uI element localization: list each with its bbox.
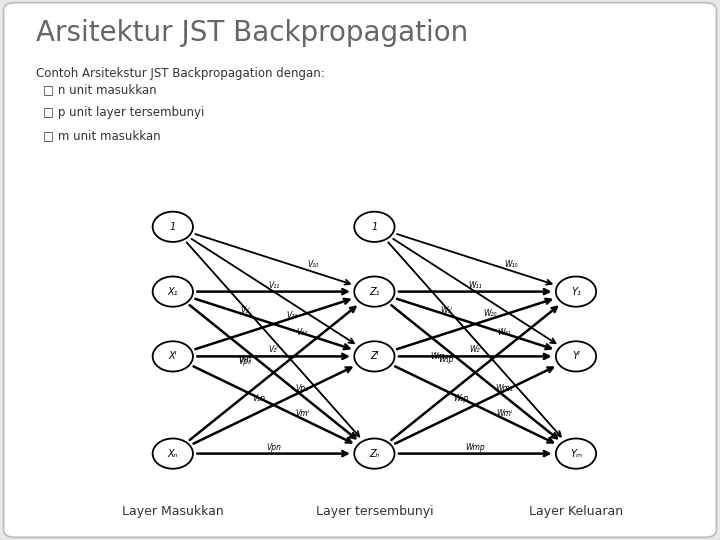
- Text: W₂p: W₂p: [453, 394, 469, 403]
- Text: Wmᴵ: Wmᴵ: [496, 409, 512, 417]
- Circle shape: [354, 212, 395, 242]
- Text: Layer Masukkan: Layer Masukkan: [122, 505, 224, 518]
- Text: Layer Keluaran: Layer Keluaran: [529, 505, 623, 518]
- Text: Arsitektur JST Backpropagation: Arsitektur JST Backpropagation: [36, 19, 468, 47]
- Text: V₂₀: V₂₀: [286, 312, 297, 320]
- Text: Wmp: Wmp: [465, 443, 485, 451]
- Text: Wm₀: Wm₀: [431, 352, 448, 361]
- Text: Zₕ: Zₕ: [369, 449, 379, 458]
- Text: V₂n: V₂n: [253, 394, 266, 403]
- Text: X₁: X₁: [168, 287, 178, 296]
- Text: Vmᴵ: Vmᴵ: [295, 409, 310, 417]
- Text: □ n unit masukkan: □ n unit masukkan: [43, 84, 157, 97]
- Circle shape: [556, 276, 596, 307]
- Text: W₁₁: W₁₁: [469, 281, 482, 289]
- Circle shape: [556, 438, 596, 469]
- Text: □ m unit masukkan: □ m unit masukkan: [43, 129, 161, 142]
- FancyBboxPatch shape: [4, 3, 716, 537]
- Text: V₁ᴵ: V₁ᴵ: [240, 306, 250, 315]
- Text: Contoh Arsitekstur JST Backpropagation dengan:: Contoh Arsitekstur JST Backpropagation d…: [36, 68, 325, 80]
- Circle shape: [153, 276, 193, 307]
- Text: Vpn: Vpn: [266, 443, 281, 451]
- Circle shape: [354, 341, 395, 372]
- Text: Zᴵ: Zᴵ: [370, 352, 379, 361]
- Text: 1: 1: [372, 222, 377, 232]
- Text: V₁₁: V₁₁: [268, 281, 279, 289]
- Text: □ p unit layer tersembunyi: □ p unit layer tersembunyi: [43, 106, 204, 119]
- Text: Layer tersembunyi: Layer tersembunyi: [315, 505, 433, 518]
- Circle shape: [153, 212, 193, 242]
- Text: Yₘ: Yₘ: [570, 449, 582, 458]
- Circle shape: [556, 341, 596, 372]
- Text: Xᴵ: Xᴵ: [168, 352, 177, 361]
- Text: Z₁: Z₁: [369, 287, 379, 296]
- Text: Vp₀: Vp₀: [238, 357, 251, 366]
- Text: Y₁: Y₁: [571, 287, 581, 296]
- Text: V₁₀: V₁₀: [307, 260, 319, 269]
- Text: W₁p: W₁p: [438, 355, 454, 363]
- Circle shape: [354, 276, 395, 307]
- Text: Wm₁: Wm₁: [495, 384, 513, 393]
- Circle shape: [153, 438, 193, 469]
- Circle shape: [153, 341, 193, 372]
- Text: V₂₁: V₂₁: [297, 328, 308, 336]
- Text: Vp₁: Vp₁: [296, 384, 309, 393]
- Text: V₂ᴵ: V₂ᴵ: [269, 346, 279, 354]
- Text: W₂₀: W₂₀: [483, 309, 496, 318]
- Text: W₁ᴵ: W₁ᴵ: [441, 306, 452, 315]
- Text: W₂₁: W₂₁: [498, 328, 510, 336]
- Text: Xₙ: Xₙ: [168, 449, 178, 458]
- Text: V₁n: V₁n: [238, 355, 251, 363]
- Text: W₁₀: W₁₀: [505, 260, 518, 269]
- Text: W₂ᴵ: W₂ᴵ: [469, 346, 481, 354]
- Circle shape: [354, 438, 395, 469]
- Text: 1: 1: [170, 222, 176, 232]
- Text: Yᴵ: Yᴵ: [572, 352, 580, 361]
